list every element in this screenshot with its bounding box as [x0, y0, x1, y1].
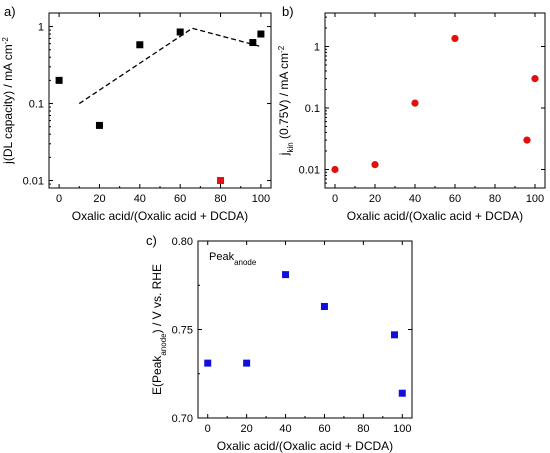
data-point — [282, 271, 290, 279]
x-tick-label: 40 — [279, 423, 291, 435]
y-tick-label: 0.80 — [172, 236, 193, 248]
x-tick-label: 80 — [214, 193, 226, 205]
data-point — [257, 30, 265, 38]
data-point — [249, 39, 257, 47]
data-point — [531, 75, 539, 83]
data-point — [398, 389, 406, 397]
x-tick-label: 100 — [526, 193, 544, 205]
x-tick-label: 100 — [252, 193, 270, 205]
x-tick-label: 80 — [489, 193, 501, 205]
x-tick-label: 20 — [369, 193, 381, 205]
x-tick-label: 20 — [93, 193, 105, 205]
x-tick-label: 100 — [393, 423, 411, 435]
x-axis-label: Oxalic acid/(Oxalic acid + DCDA) — [72, 209, 248, 223]
x-tick-label: 60 — [449, 193, 461, 205]
y-tick-label: 0.1 — [29, 99, 44, 111]
data-point — [411, 99, 419, 107]
y-tick-label: 0.75 — [172, 325, 193, 337]
x-axis-label: Oxalic acid/(Oxalic acid + DCDA) — [347, 209, 523, 223]
x-tick-label: 60 — [318, 423, 330, 435]
panel-c-letter: c) — [146, 233, 157, 248]
x-tick-label: 80 — [357, 423, 369, 435]
plot-frame — [48, 12, 272, 189]
y-axis-label: jkin (0.75V) / mA cm-2 — [277, 45, 295, 156]
x-axis-label: Oxalic acid/(Oxalic acid + DCDA) — [217, 439, 393, 453]
plot-frame — [197, 240, 413, 419]
panel-b: b) 0 20 40 60 80 100 0.01 0.1 1 Oxalic acid/(Oxali… — [277, 4, 546, 223]
y-tick-label: 1 — [314, 41, 320, 53]
data-point — [523, 136, 531, 144]
data-point — [243, 359, 251, 367]
data-point — [331, 165, 339, 174]
panel-b-letter: b) — [282, 4, 294, 19]
trend-line — [78, 27, 262, 105]
annotation-label: Peakanode — [209, 251, 257, 267]
y-axis-label: j(DL capacity) / mA cm-2 — [1, 37, 16, 165]
data-point — [451, 34, 459, 43]
x-tick-label: 60 — [174, 193, 186, 205]
plot-frame — [324, 12, 546, 189]
panel-c: c) 0 20 40 60 80 100 0.70 0.75 0.80 Oxalic acid/(O… — [146, 233, 413, 453]
y-tick-label: 0.1 — [305, 103, 320, 115]
data-point — [217, 177, 225, 185]
y-tick-label: 1 — [38, 22, 44, 34]
x-tick-label: 20 — [241, 423, 253, 435]
x-tick-label: 0 — [332, 193, 338, 205]
data-point — [371, 161, 379, 169]
panel-a: a) 0 20 40 60 80 100 0.01 0.1 1 Oxalic acid/(Oxali… — [1, 4, 272, 223]
data-point — [390, 331, 398, 339]
data-point — [95, 121, 103, 129]
data-point — [204, 359, 212, 367]
x-tick-label: 0 — [205, 423, 211, 435]
y-tick-label: 0.01 — [299, 164, 320, 176]
y-tick-label: 0.01 — [23, 176, 44, 188]
x-tick-label: 40 — [409, 193, 421, 205]
data-point — [136, 41, 144, 49]
data-point — [320, 302, 328, 310]
panel-a-letter: a) — [4, 4, 16, 19]
x-tick-label: 0 — [56, 193, 62, 205]
data-point — [176, 28, 184, 36]
y-tick-label: 0.70 — [172, 413, 193, 425]
data-point — [55, 76, 63, 84]
x-tick-label: 40 — [134, 193, 146, 205]
y-axis-label: E(Peakanode) / V vs. RHE — [150, 264, 168, 395]
